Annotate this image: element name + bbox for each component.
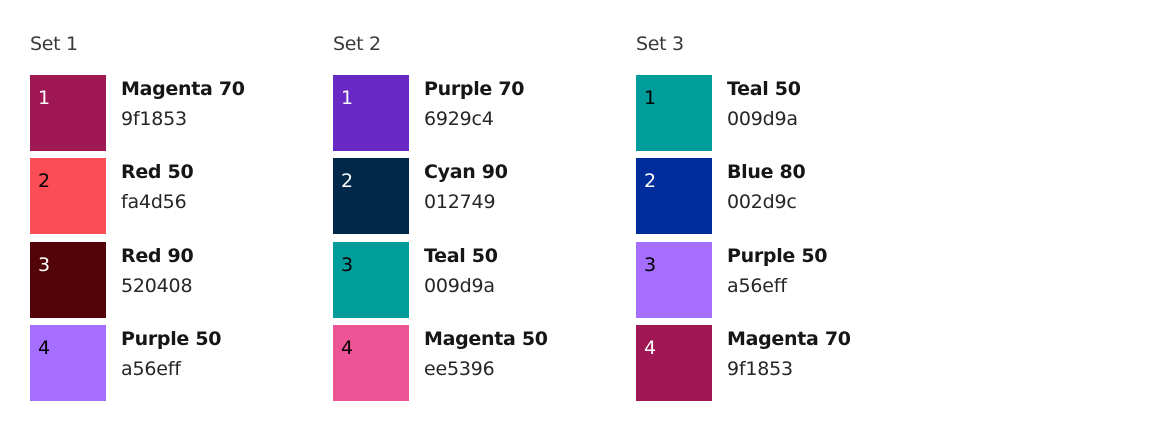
color-swatch: 2 [636,158,712,234]
color-name: Magenta 50 [424,328,548,350]
color-swatch: 1 [636,75,712,151]
color-swatch: 3 [333,242,409,318]
color-item: 3 Red 90 520408 [30,242,330,318]
color-swatch: 3 [30,242,106,318]
color-name: Magenta 70 [727,328,851,350]
swatch-number: 4 [38,337,51,359]
swatch-number: 3 [341,254,354,276]
color-swatch: 1 [30,75,106,151]
color-swatch: 1 [333,75,409,151]
color-hex: 6929c4 [424,108,494,130]
color-swatch: 3 [636,242,712,318]
set-title: Set 3 [636,33,684,55]
swatch-number: 3 [38,254,51,276]
color-item: 4 Purple 50 a56eff [30,325,330,401]
color-hex: 520408 [121,275,193,297]
color-name: Blue 80 [727,161,806,183]
color-name: Teal 50 [424,245,498,267]
color-item: 3 Purple 50 a56eff [636,242,936,318]
swatch-number: 1 [644,87,657,109]
color-hex: a56eff [727,275,787,297]
color-swatch: 4 [30,325,106,401]
swatch-number: 2 [341,170,354,192]
color-hex: fa4d56 [121,191,187,213]
color-item: 1 Teal 50 009d9a [636,75,936,151]
color-hex: 002d9c [727,191,797,213]
color-hex: ee5396 [424,358,495,380]
color-item: 4 Magenta 50 ee5396 [333,325,633,401]
color-item: 4 Magenta 70 9f1853 [636,325,936,401]
color-name: Red 50 [121,161,194,183]
color-name: Cyan 90 [424,161,508,183]
set-title: Set 2 [333,33,381,55]
color-item: 2 Cyan 90 012749 [333,158,633,234]
swatch-number: 2 [38,170,51,192]
color-swatch: 4 [333,325,409,401]
color-hex: 012749 [424,191,496,213]
color-hex: 9f1853 [121,108,187,130]
color-hex: a56eff [121,358,181,380]
set-title: Set 1 [30,33,78,55]
swatch-number: 3 [644,254,657,276]
swatch-number: 1 [38,87,51,109]
color-swatch: 4 [636,325,712,401]
color-name: Magenta 70 [121,78,245,100]
swatch-number: 4 [644,337,657,359]
swatch-number: 1 [341,87,354,109]
color-hex: 009d9a [727,108,798,130]
color-name: Purple 50 [121,328,222,350]
swatch-number: 2 [644,170,657,192]
color-swatch: 2 [333,158,409,234]
color-name: Red 90 [121,245,194,267]
color-swatch: 2 [30,158,106,234]
color-name: Purple 70 [424,78,525,100]
color-hex: 9f1853 [727,358,793,380]
color-name: Purple 50 [727,245,828,267]
color-item: 3 Teal 50 009d9a [333,242,633,318]
color-name: Teal 50 [727,78,801,100]
color-item: 1 Purple 70 6929c4 [333,75,633,151]
color-item: 2 Red 50 fa4d56 [30,158,330,234]
color-hex: 009d9a [424,275,495,297]
color-item: 2 Blue 80 002d9c [636,158,936,234]
swatch-number: 4 [341,337,354,359]
color-item: 1 Magenta 70 9f1853 [30,75,330,151]
